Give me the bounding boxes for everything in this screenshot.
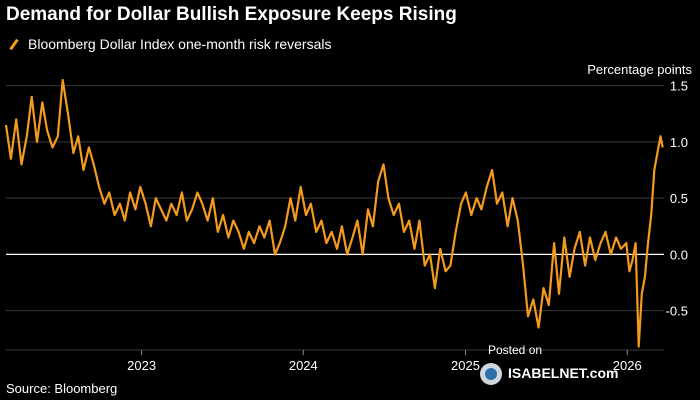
y-axis-unit-label: Percentage points bbox=[587, 62, 692, 77]
y-tick-label: -0.5 bbox=[666, 304, 688, 319]
watermark: Posted on ISABELNET.com bbox=[478, 343, 648, 385]
watermark-logo-icon bbox=[480, 363, 502, 385]
legend: Bloomberg Dollar Index one-month risk re… bbox=[6, 36, 331, 52]
watermark-posted-on: Posted on bbox=[488, 343, 543, 357]
x-tick-label: 2026 bbox=[613, 358, 642, 373]
x-tick-label: 2025 bbox=[451, 358, 480, 373]
y-tick-label: 1.5 bbox=[670, 79, 688, 94]
x-tick-label: 2023 bbox=[127, 358, 156, 373]
x-tick-label: 2024 bbox=[289, 358, 318, 373]
y-tick-label: 1.0 bbox=[670, 135, 688, 150]
legend-label: Bloomberg Dollar Index one-month risk re… bbox=[28, 36, 332, 52]
y-tick-label: 0.0 bbox=[670, 247, 688, 262]
watermark-site: ISABELNET.com bbox=[508, 365, 619, 381]
series-line bbox=[4, 78, 664, 348]
chart-title: Demand for Dollar Bullish Exposure Keeps… bbox=[6, 4, 457, 25]
source-note: Source: Bloomberg bbox=[6, 381, 118, 396]
y-tick-label: 0.5 bbox=[670, 191, 688, 206]
